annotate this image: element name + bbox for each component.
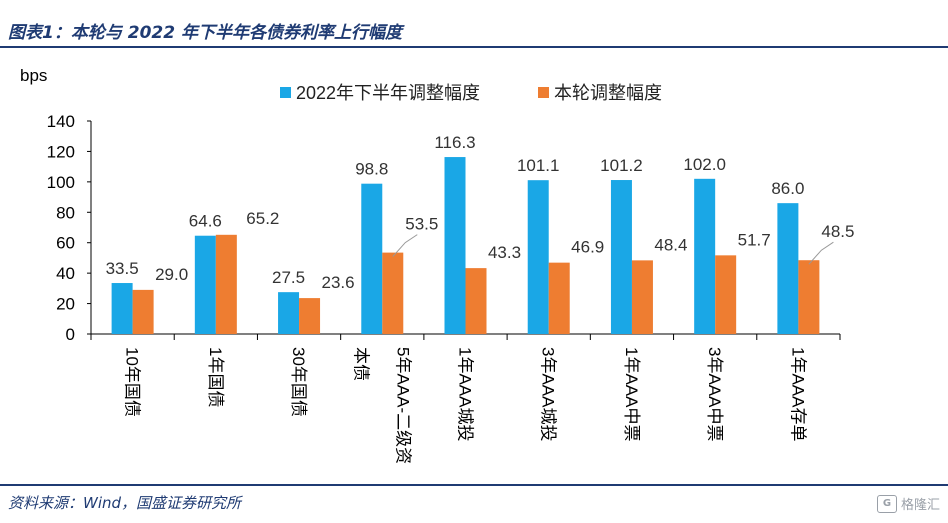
data-label-h2-2022-8: 86.0 xyxy=(771,179,804,198)
data-label-h2-2022-6: 101.2 xyxy=(600,156,643,175)
data-label-leader-line xyxy=(808,241,834,265)
y-tick-label: 20 xyxy=(56,295,75,314)
data-label-current-8: 48.5 xyxy=(821,222,854,241)
bar-chart: bps 2022年下半年调整幅度 本轮调整幅度 0 20 40 60 80 100 120 140 3… xyxy=(20,66,854,464)
x-category-label: 1年AAA存单 xyxy=(788,347,807,441)
data-label-h2-2022-2: 27.5 xyxy=(272,268,305,287)
legend-label-0: 2022年下半年调整幅度 xyxy=(296,83,480,103)
data-label-current-3: 53.5 xyxy=(405,215,438,234)
bar-current-0 xyxy=(132,289,154,334)
watermark-text: 格隆汇 xyxy=(900,498,940,513)
bar-h2-2022-7 xyxy=(694,178,716,334)
y-axis-unit-label: bps xyxy=(20,66,47,85)
watermark-logo-icon: G xyxy=(876,494,897,513)
data-label-current-4: 43.3 xyxy=(488,243,521,262)
bar-current-7 xyxy=(715,255,737,334)
title-divider xyxy=(0,46,948,48)
data-label-current-1: 65.2 xyxy=(246,209,279,228)
legend-swatch-0 xyxy=(280,87,291,98)
bar-h2-2022-8 xyxy=(777,203,799,334)
watermark: G 格隆汇 xyxy=(876,494,940,513)
bar-current-5 xyxy=(548,262,570,334)
x-category-label: 1年AAA中票 xyxy=(622,347,641,441)
bar-current-8 xyxy=(798,260,820,334)
x-category-label: 3年AAA城投 xyxy=(539,347,558,441)
bar-current-1 xyxy=(215,234,237,334)
x-category-label: 3年AAA中票 xyxy=(705,347,724,441)
data-label-h2-2022-0: 33.5 xyxy=(106,259,139,278)
bar-current-4 xyxy=(465,268,487,334)
x-category-label: 1年AAA城投 xyxy=(456,347,475,441)
data-label-current-6: 48.4 xyxy=(654,235,687,254)
y-tick-label: 100 xyxy=(47,173,75,192)
y-tick-label: 60 xyxy=(56,234,75,253)
data-label-h2-2022-5: 101.1 xyxy=(517,156,560,175)
data-label-current-0: 29.0 xyxy=(155,265,188,284)
x-category-label: 10年国债 xyxy=(123,347,142,417)
y-tick-label: 40 xyxy=(56,264,75,283)
y-tick-label: 120 xyxy=(47,142,75,161)
y-tick-label: 80 xyxy=(56,203,75,222)
bar-h2-2022-4 xyxy=(444,157,466,334)
bar-h2-2022-3 xyxy=(361,183,383,334)
bar-h2-2022-5 xyxy=(527,180,549,334)
bar-h2-2022-2 xyxy=(278,292,300,334)
bar-h2-2022-1 xyxy=(194,235,216,334)
data-label-h2-2022-1: 64.6 xyxy=(189,212,222,231)
bar-current-6 xyxy=(631,260,653,334)
data-label-leader-line xyxy=(392,234,418,257)
bar-current-2 xyxy=(299,298,321,334)
x-category-label: 5年AAA-二级资 xyxy=(393,347,412,464)
x-category-label: 1年国债 xyxy=(206,347,225,407)
source-note: 资料来源：Wind，国盛证券研究所 xyxy=(8,494,242,512)
chart-title: 图表1：本轮与 2022 年下半年各债券利率上行幅度 xyxy=(8,23,402,43)
data-label-current-2: 23.6 xyxy=(322,273,355,292)
data-label-h2-2022-4: 116.3 xyxy=(434,133,475,152)
data-label-current-5: 46.9 xyxy=(571,238,604,257)
x-category-label: 本债 xyxy=(351,347,370,381)
data-label-h2-2022-3: 98.8 xyxy=(355,160,388,179)
footer-divider xyxy=(0,484,948,486)
data-label-current-7: 51.7 xyxy=(738,230,771,249)
y-tick-label: 140 xyxy=(47,112,75,131)
bar-h2-2022-0 xyxy=(111,283,133,334)
legend-swatch-1 xyxy=(538,87,549,98)
bar-h2-2022-6 xyxy=(610,180,632,334)
legend-label-1: 本轮调整幅度 xyxy=(554,83,662,103)
bar-current-3 xyxy=(382,252,404,334)
x-category-label: 30年国债 xyxy=(289,347,308,417)
data-label-h2-2022-7: 102.0 xyxy=(683,155,726,174)
y-tick-label: 0 xyxy=(66,325,75,344)
